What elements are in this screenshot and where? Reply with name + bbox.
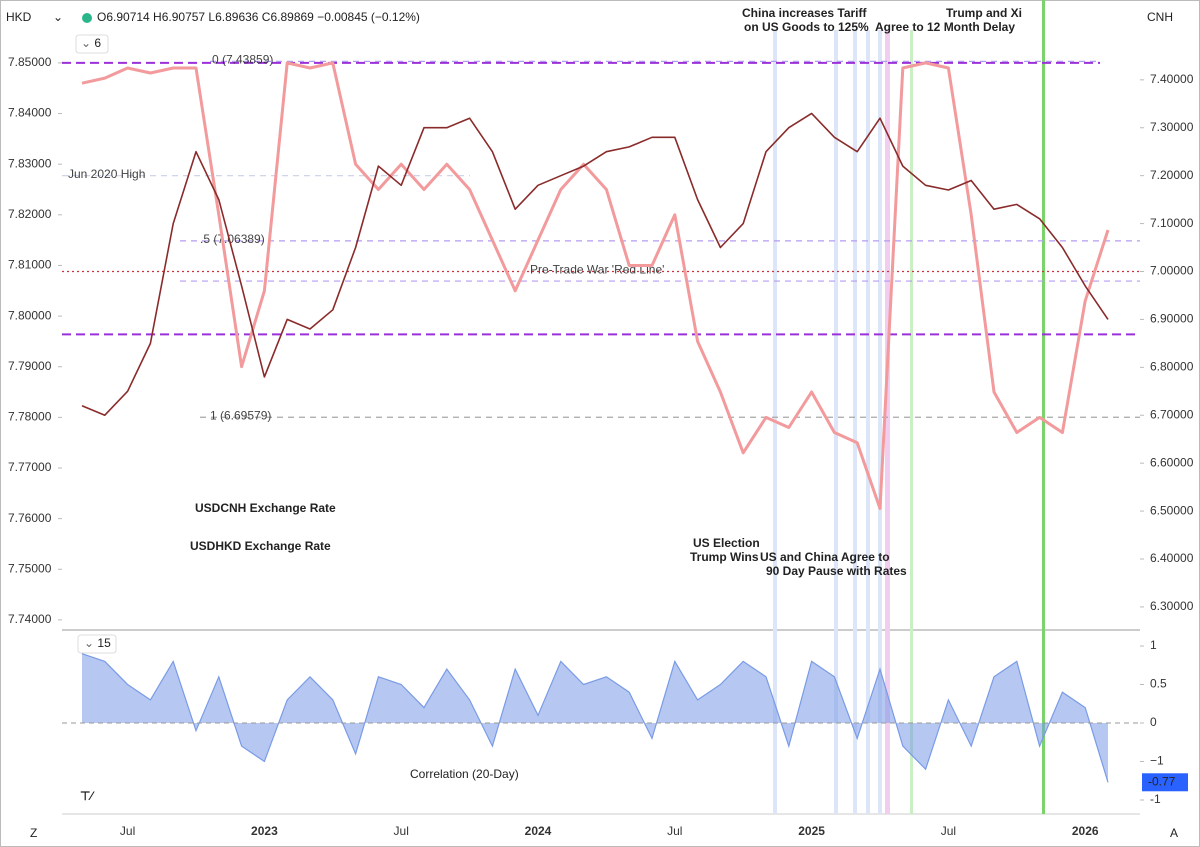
- tick-label: 7.76000: [8, 511, 52, 525]
- current-value-label: -0.77: [1148, 774, 1176, 788]
- event-line: [1042, 0, 1045, 814]
- annotation: Trump and Xi: [946, 6, 1022, 20]
- tick-label: 6.80000: [1150, 360, 1194, 374]
- ohlc: O6.90714 H6.90757 L6.89636 C6.89869 −0.0…: [97, 10, 420, 24]
- tick-label: 0.5: [1150, 677, 1167, 691]
- indicators-count: ⌄ 6: [81, 36, 101, 50]
- level-label: Jun 2020 High: [68, 167, 145, 181]
- tick-label: 7.20000: [1150, 168, 1194, 182]
- tick-label: 7.84000: [8, 106, 52, 120]
- x-tick-label: 2025: [798, 824, 825, 838]
- event-line: [910, 30, 913, 814]
- x-tick-label: Jul: [667, 824, 682, 838]
- tick-label: 7.82000: [8, 207, 52, 221]
- indicators-count-value: 6: [94, 36, 101, 50]
- tick-label: 7.00000: [1150, 264, 1194, 278]
- series-line: [81, 112, 1109, 416]
- tick-label: 1: [1150, 638, 1157, 652]
- tick-label: 7.75000: [8, 561, 52, 575]
- zoom-icon[interactable]: Z: [30, 826, 37, 840]
- tick-label: 7.10000: [1150, 216, 1194, 230]
- tick-label: 7.85000: [8, 55, 52, 69]
- correlation-line: [81, 653, 1109, 783]
- tick-label: 7.79000: [8, 359, 52, 373]
- indicator-length-value: 15: [97, 636, 111, 650]
- event-line: [853, 30, 857, 814]
- level-label: 1 (6.69579): [210, 408, 271, 422]
- legend-correlation: Correlation (20-Day): [410, 767, 519, 781]
- legend-hkd: USDHKD Exchange Rate: [190, 539, 331, 553]
- annotation: US and China Agree to: [760, 550, 890, 564]
- tick-label: 7.80000: [8, 308, 52, 322]
- auto-icon[interactable]: A: [1170, 826, 1178, 840]
- event-line: [866, 30, 870, 814]
- x-tick-label: 2024: [525, 824, 552, 838]
- indicators-button[interactable]: [75, 34, 109, 54]
- annotation: 90 Day Pause with Rates: [766, 564, 907, 578]
- x-tick-label: 2023: [251, 824, 278, 838]
- legend-cnh: USDCNH Exchange Rate: [195, 501, 336, 515]
- level-label: 0 (7.43859): [212, 53, 273, 67]
- tick-label: 7.74000: [8, 612, 52, 626]
- tick-label: 7.40000: [1150, 72, 1194, 86]
- tick-label: 7.81000: [8, 258, 52, 272]
- tick-label: −1: [1150, 754, 1164, 768]
- tick-label: 6.70000: [1150, 407, 1194, 421]
- menu-icon[interactable]: ⌄: [53, 10, 63, 24]
- correlation-area: [82, 653, 1108, 783]
- tick-label: 7.78000: [8, 410, 52, 424]
- tick-label: 6.40000: [1150, 551, 1194, 565]
- annotation: China increases Tariff: [742, 6, 867, 20]
- event-line: [834, 30, 838, 814]
- symbol: HKD: [6, 10, 32, 24]
- level-label: .5 (7.06389): [200, 232, 265, 246]
- logo: ⊤⁄: [80, 789, 95, 803]
- tick-label: 6.50000: [1150, 503, 1194, 517]
- tick-label: 6.30000: [1150, 599, 1194, 613]
- annotation: US Election: [693, 536, 760, 550]
- annotation: on US Goods to 125%: [744, 20, 869, 34]
- tick-label: 6.60000: [1150, 455, 1194, 469]
- tick-label: 6.90000: [1150, 312, 1194, 326]
- x-tick-label: Jul: [120, 824, 135, 838]
- tick-label: 7.77000: [8, 460, 52, 474]
- current-value-box: [1142, 773, 1188, 792]
- tick-label: 7.83000: [8, 156, 52, 170]
- x-tick-label: Jul: [941, 824, 956, 838]
- x-tick-label: 2026: [1072, 824, 1099, 838]
- annotation: Agree to 12 Month Delay: [875, 20, 1015, 34]
- tick-label: 7.30000: [1150, 120, 1194, 134]
- right-symbol: CNH: [1147, 10, 1173, 24]
- x-tick-label: Jul: [394, 824, 409, 838]
- indicator-button[interactable]: [77, 634, 117, 654]
- indicator-length: ⌄ 15: [84, 636, 111, 650]
- event-line: [878, 30, 882, 814]
- annotation: Trump Wins: [690, 550, 759, 564]
- tick-label: 0: [1150, 715, 1157, 729]
- event-line: [885, 30, 890, 814]
- tick-label: -1: [1150, 792, 1161, 806]
- status-dot: [82, 13, 92, 23]
